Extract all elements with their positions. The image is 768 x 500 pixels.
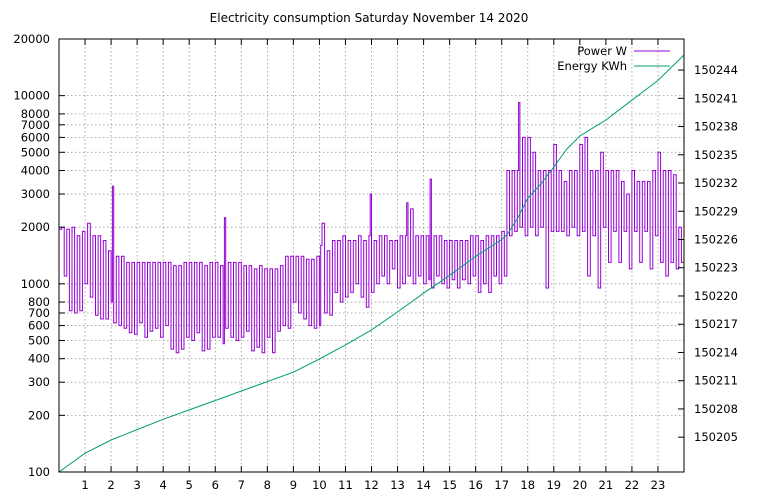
y-left-tick-label: 8000 (21, 107, 50, 121)
y-right-tick-label: 150241 (694, 91, 738, 105)
y-right-tick-label: 150235 (694, 148, 738, 162)
y-left-tick-label: 2000 (21, 220, 50, 234)
y-right-tick-label: 150217 (694, 317, 738, 331)
energy-series-line (58, 54, 685, 473)
y-left-tick-label: 1000 (21, 277, 50, 291)
y-left-tick-label: 4000 (21, 164, 50, 178)
y-left-tick-label: 3000 (21, 187, 50, 201)
x-tick-label: 2 (107, 478, 114, 492)
y-left-tick-label: 100 (28, 465, 50, 479)
x-tick-label: 23 (651, 478, 666, 492)
x-tick-label: 6 (212, 478, 219, 492)
x-tick-label: 13 (390, 478, 405, 492)
x-tick-label: 15 (442, 478, 457, 492)
y-left-tick-label: 700 (28, 306, 50, 320)
y-right-tick-label: 150214 (694, 345, 738, 359)
legend-label: Power W (577, 44, 627, 58)
y-left-tick-label: 5000 (21, 145, 50, 159)
y-left-tick-label: 400 (28, 352, 50, 366)
y-left-tick-label: 20000 (13, 32, 50, 46)
x-tick-label: 4 (160, 478, 167, 492)
y-left-tick-label: 800 (28, 295, 50, 309)
x-tick-label: 8 (264, 478, 271, 492)
y-right-tick-label: 150229 (694, 204, 738, 218)
y-right-tick-label: 150208 (694, 402, 738, 416)
y-right-tick-label: 150238 (694, 120, 738, 134)
y-left-tick-label: 6000 (21, 130, 50, 144)
x-tick-label: 3 (133, 478, 140, 492)
x-tick-label: 21 (599, 478, 614, 492)
x-tick-label: 22 (625, 478, 640, 492)
y-left-tick-label: 7000 (21, 118, 50, 132)
x-tick-label: 14 (416, 478, 431, 492)
y-left-tick-label: 600 (28, 319, 50, 333)
y-right-tick-label: 150211 (694, 374, 738, 388)
y-right-tick-label: 150220 (694, 289, 738, 303)
plot-area (58, 54, 685, 473)
y-left-tick-label: 500 (28, 333, 50, 347)
chart-title: Electricity consumption Saturday Novembe… (210, 11, 529, 25)
y-left-tick-label: 10000 (13, 89, 50, 103)
y-left-tick-label: 300 (28, 375, 50, 389)
power-series-line (59, 102, 684, 354)
x-tick-label: 12 (364, 478, 379, 492)
x-tick-label: 1 (81, 478, 88, 492)
x-tick-label: 7 (238, 478, 245, 492)
x-tick-label: 18 (520, 478, 535, 492)
x-tick-label: 11 (338, 478, 353, 492)
x-tick-label: 10 (312, 478, 327, 492)
x-tick-label: 9 (290, 478, 297, 492)
y-left-tick-label: 200 (28, 408, 50, 422)
x-tick-label: 5 (186, 478, 193, 492)
x-tick-label: 17 (494, 478, 509, 492)
y-right-tick-label: 150205 (694, 430, 738, 444)
x-tick-label: 16 (468, 478, 483, 492)
ticks: 1 2 3 4 5 6 7 8 9 10 11 12 13 14 15 16 17 18 19 20 21 22 23100… (13, 32, 738, 492)
y-right-tick-label: 150244 (694, 63, 738, 77)
x-tick-label: 19 (546, 478, 561, 492)
x-tick-label: 20 (573, 478, 588, 492)
y-right-tick-label: 150223 (694, 261, 738, 275)
legend-label: Energy KWh (557, 59, 627, 73)
y-right-tick-label: 150232 (694, 176, 738, 190)
y-right-tick-label: 150226 (694, 232, 738, 246)
